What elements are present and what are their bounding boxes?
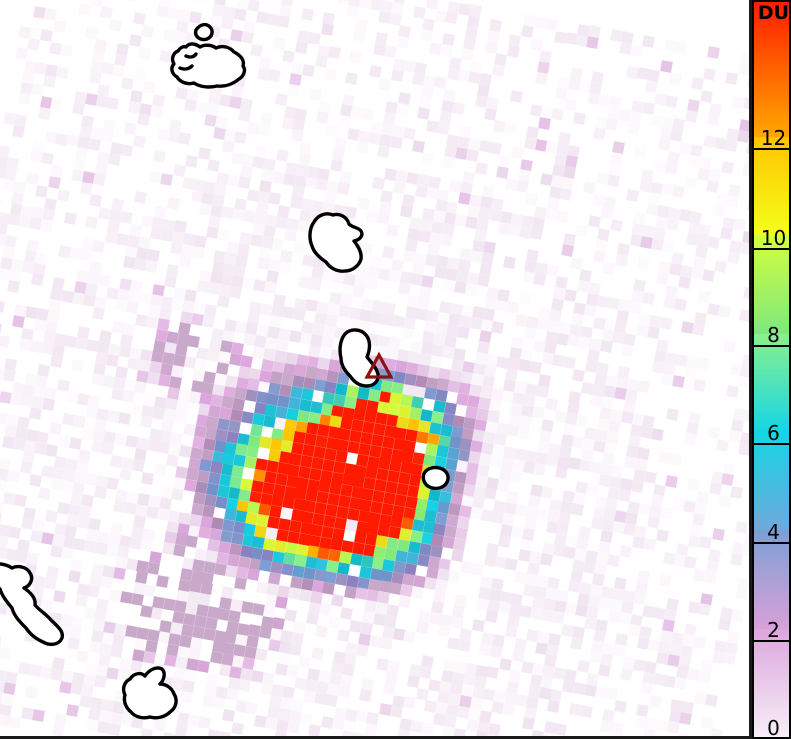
island-central-upper-outline: [308, 212, 364, 273]
island-south-outline: [121, 666, 178, 720]
colorbar-tick-label-2: 2: [767, 618, 780, 642]
map-frame-bottom: [0, 736, 752, 739]
colorbar-segment-12-14: [754, 0, 791, 137]
colorbar-tick-label-4: 4: [767, 520, 780, 544]
colorbar-tick-label-6: 6: [767, 421, 780, 445]
island-north-outline: [193, 22, 214, 42]
volcano-marker[interactable]: [364, 351, 394, 380]
colorbar-segment-0-2: [754, 628, 791, 739]
colorbar-segment-8-10: [754, 235, 791, 334]
island-north-main-outline: [170, 42, 247, 89]
colorbar-divider-2: [754, 640, 791, 642]
colorbar-tick-label-10: 10: [760, 226, 787, 250]
colorbar-tick-label-8: 8: [767, 323, 780, 347]
island-west-edge-outline: [0, 562, 65, 647]
colorbar-tick-label-12: 12: [760, 126, 787, 150]
colorbar-divider-8: [754, 345, 791, 347]
coastline-layer: [0, 22, 450, 720]
colorbar-title: DU: [757, 2, 790, 24]
colorbar-divider-12: [754, 148, 791, 150]
colorbar[interactable]: DU 12 10 8 6 4 2 0: [752, 0, 791, 739]
colorbar-segment-10-12: [754, 137, 791, 236]
colorbar-segment-2-4: [754, 530, 791, 629]
map-panel: [0, 0, 752, 739]
colorbar-tick-label-0: 0: [767, 716, 780, 739]
volcano-triangle-icon: [364, 351, 394, 379]
colorbar-segment-6-8: [754, 333, 791, 432]
map-frame-right: [749, 0, 752, 739]
colorbar-divider-4: [754, 542, 791, 544]
colorbar-divider-10: [754, 248, 791, 250]
island-small-oval-outline: [421, 465, 450, 491]
colorbar-segment-4-6: [754, 432, 791, 531]
colorbar-divider-6: [754, 443, 791, 445]
